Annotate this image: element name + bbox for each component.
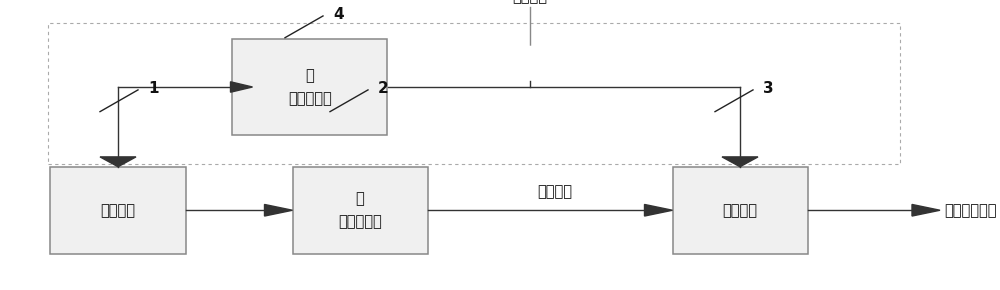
Polygon shape — [912, 204, 940, 216]
Polygon shape — [264, 204, 292, 216]
Text: 减法电路: 减法电路 — [722, 203, 758, 218]
Text: 4: 4 — [333, 7, 344, 22]
Text: 1: 1 — [148, 81, 159, 96]
Text: 路: 路 — [306, 68, 314, 83]
Polygon shape — [230, 82, 252, 92]
Text: 参考信号: 参考信号 — [538, 184, 572, 199]
Bar — [48, 23, 900, 164]
Text: 波纹电压信号: 波纹电压信号 — [944, 203, 996, 218]
FancyBboxPatch shape — [292, 167, 428, 254]
FancyBboxPatch shape — [50, 167, 186, 254]
Polygon shape — [100, 157, 136, 167]
Polygon shape — [722, 157, 758, 167]
Text: 3: 3 — [763, 81, 774, 96]
Text: 第二滤波电: 第二滤波电 — [288, 91, 332, 106]
Text: 第一滤波电: 第一滤波电 — [338, 214, 382, 229]
FancyBboxPatch shape — [672, 167, 808, 254]
Text: 路: 路 — [356, 191, 364, 206]
Polygon shape — [644, 204, 672, 216]
FancyBboxPatch shape — [232, 39, 387, 135]
Text: 转换电路: 转换电路 — [100, 203, 136, 218]
Polygon shape — [492, 46, 568, 81]
Text: 待测信号: 待测信号 — [512, 0, 548, 4]
Text: 2: 2 — [378, 81, 389, 96]
